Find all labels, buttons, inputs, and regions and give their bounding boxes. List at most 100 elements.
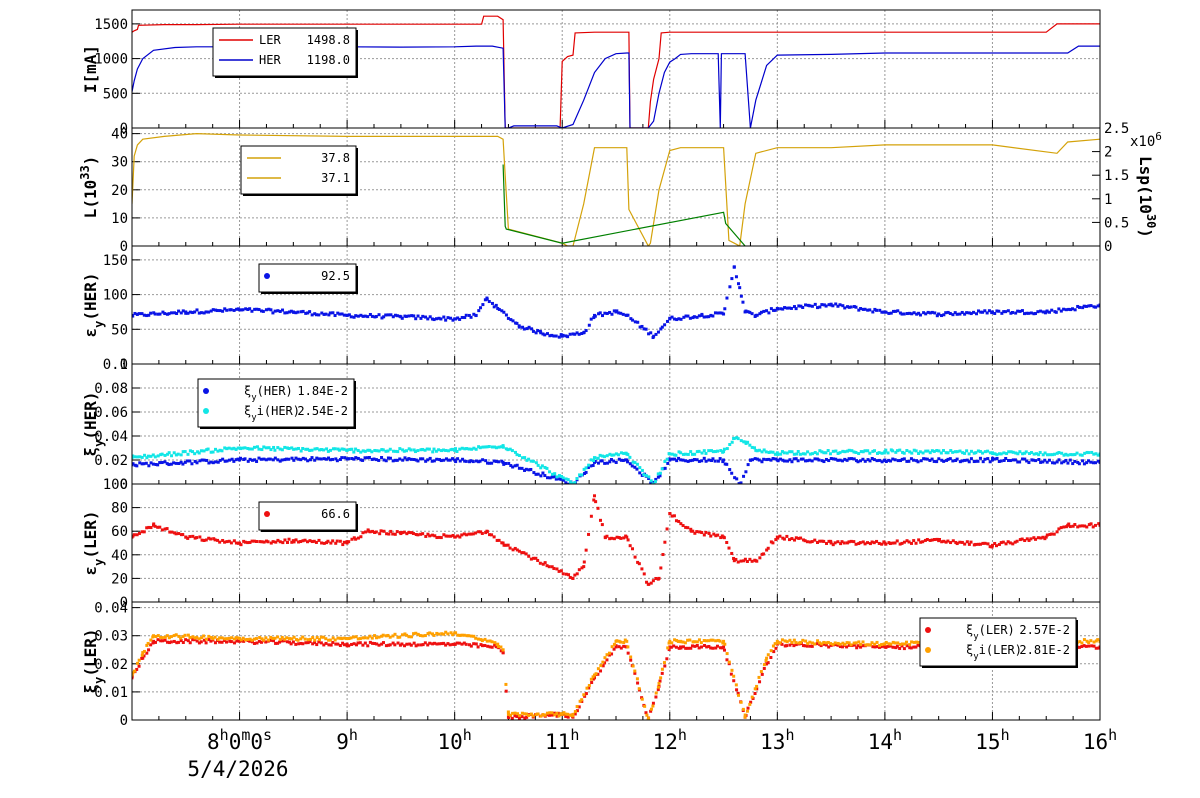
data-point [953,450,957,454]
data-point [843,450,847,454]
data-point [674,645,678,649]
data-point [160,452,164,456]
data-point [517,549,521,553]
data-point [221,457,225,461]
data-point [308,640,312,644]
data-point [490,301,494,305]
data-point [306,447,310,451]
data-point [502,462,506,466]
data-point [755,559,759,563]
data-point [834,449,838,453]
data-point [960,459,964,463]
data-point [711,646,715,650]
data-point [779,452,783,456]
data-point [437,642,441,646]
y-tick-label: 500 [103,86,128,102]
data-point [432,633,436,637]
data-point [647,582,651,586]
data-point [324,312,328,316]
data-point [838,645,842,649]
data-point [1053,452,1057,456]
data-point [566,715,570,719]
data-point [555,711,559,715]
data-point [308,637,312,641]
data-point [725,652,729,656]
data-point [827,303,831,307]
data-point [649,581,653,585]
data-point [736,691,740,695]
data-point [1043,537,1047,541]
data-point [356,637,360,641]
data-point [543,561,547,565]
data-point [871,645,875,649]
data-point [631,664,635,668]
data-point [145,643,149,647]
data-point [702,449,706,453]
data-point [955,450,959,454]
data-point [183,460,187,464]
data-point [748,702,752,706]
data-point [944,311,948,315]
data-point [744,470,748,474]
data-point [990,543,994,547]
data-point [393,643,397,647]
data-point [912,448,916,452]
data-point [161,310,165,314]
data-point [833,643,837,647]
data-point [737,482,741,484]
data-point [667,641,671,645]
data-point [327,313,331,317]
data-point [955,457,959,461]
data-point [668,512,672,516]
data-point [1002,451,1006,455]
data-point [209,450,213,454]
data-point [602,455,606,459]
data-point [496,306,500,310]
data-point [564,714,568,718]
time-axis: 5/4/2026 8h0m0s 9h 10h 11h 12h 13h 14h 15h 16h [187,726,1117,781]
data-point [589,317,593,321]
data-point [322,541,326,545]
data-point [919,540,923,544]
data-point [877,541,881,545]
data-point [624,645,628,649]
data-point [621,458,625,462]
data-point [294,538,298,542]
data-point [1084,304,1088,308]
data-point [587,323,591,327]
data-point [564,334,568,338]
data-point [315,447,319,451]
data-point [308,458,312,462]
data-point [892,309,896,313]
data-point [1092,644,1096,648]
data-point [836,641,840,645]
data-point [765,656,769,660]
data-point [569,480,573,484]
data-point [567,573,571,577]
data-point [412,314,416,318]
data-point [227,458,231,462]
data-point [425,447,429,451]
data-point [1037,453,1041,457]
data-point [783,459,787,463]
data-point [151,641,155,645]
data-point [790,450,794,454]
data-point [921,451,925,455]
data-point [863,307,867,311]
data-point [221,309,225,313]
data-point [614,460,618,464]
data-point [775,639,779,643]
data-point [384,459,388,463]
data-point [140,455,144,459]
data-point [916,640,920,644]
data-point [145,651,149,655]
data-point [1032,312,1036,316]
data-point [849,539,853,543]
data-point [318,448,322,452]
data-point [237,638,241,642]
data-point [269,448,273,452]
data-point [373,448,377,452]
y-tick-label: 20 [111,571,128,587]
data-point [313,458,317,462]
